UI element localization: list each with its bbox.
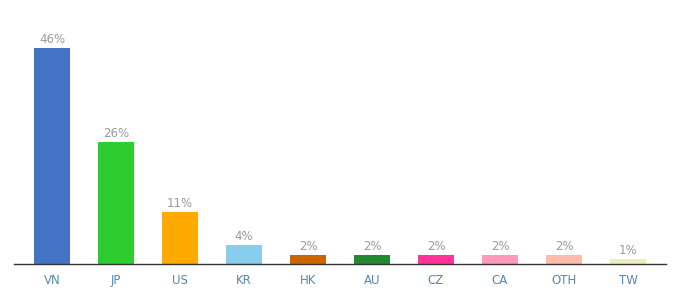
Text: 2%: 2%: [362, 240, 381, 253]
Bar: [35, 48, 69, 264]
Bar: [163, 212, 198, 264]
Text: 2%: 2%: [555, 240, 573, 253]
Bar: [482, 255, 517, 264]
Bar: [290, 255, 326, 264]
Text: 4%: 4%: [235, 230, 254, 243]
Text: 1%: 1%: [619, 244, 637, 257]
Bar: [99, 142, 133, 264]
Text: 26%: 26%: [103, 127, 129, 140]
Bar: [611, 259, 645, 264]
Text: 46%: 46%: [39, 33, 65, 46]
Bar: [354, 255, 390, 264]
Text: 2%: 2%: [426, 240, 445, 253]
Bar: [226, 245, 262, 264]
Text: 2%: 2%: [491, 240, 509, 253]
Bar: [418, 255, 454, 264]
Text: 11%: 11%: [167, 197, 193, 210]
Bar: [547, 255, 581, 264]
Text: 2%: 2%: [299, 240, 318, 253]
